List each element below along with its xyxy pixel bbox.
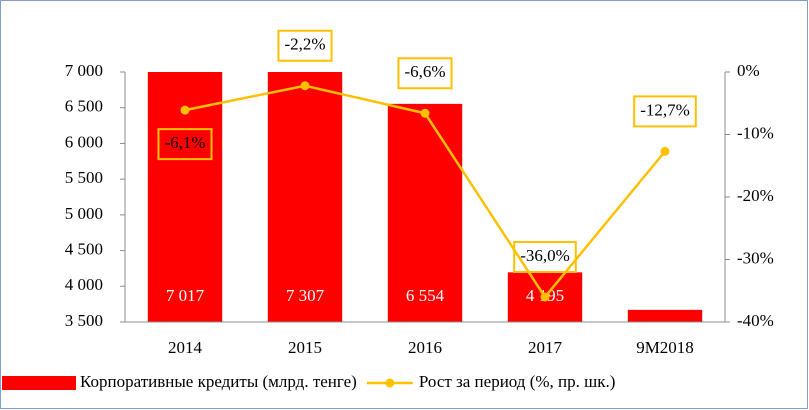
bar xyxy=(627,309,703,322)
data-label-box xyxy=(397,57,453,90)
line-marker xyxy=(540,292,550,302)
line-marker xyxy=(420,108,430,118)
legend-swatch xyxy=(2,376,76,390)
bar xyxy=(387,103,463,322)
legend-marker xyxy=(385,378,395,388)
y-tick-label: 3 500 xyxy=(65,311,103,330)
line-value-label: -2,2% xyxy=(284,35,325,54)
y2-tick-label: -20% xyxy=(737,186,774,205)
y-tick-label: 6 500 xyxy=(65,97,103,116)
y2-tick-label: -40% xyxy=(737,311,774,330)
y-tick-label: 5 000 xyxy=(65,204,103,223)
x-tick-label: 2015 xyxy=(288,338,322,357)
bar-value-label: 7 307 xyxy=(286,286,325,305)
line-value-label: -6,1% xyxy=(164,133,205,152)
y-tick-label: 7 000 xyxy=(65,61,103,80)
x-tick-label: 2017 xyxy=(528,338,563,357)
data-label-box xyxy=(513,241,577,273)
x-tick-label: 2014 xyxy=(168,338,203,357)
line-value-label: -6,6% xyxy=(404,62,445,81)
y2-tick-label: -30% xyxy=(737,248,774,267)
data-label-box xyxy=(633,95,697,128)
bar-value-label: 7 017 xyxy=(166,286,205,305)
data-label-box xyxy=(157,128,213,161)
line-value-label: -12,7% xyxy=(640,100,690,119)
y-tick-label: 4 000 xyxy=(65,275,103,294)
data-label-box xyxy=(277,29,333,62)
y-tick-label: 4 500 xyxy=(65,239,103,258)
y-tick-label: 5 500 xyxy=(65,168,103,187)
bar xyxy=(267,72,343,322)
x-tick-label: 2016 xyxy=(408,338,442,357)
line-value-label: -36,0% xyxy=(520,246,570,265)
bar-value-label: 6 554 xyxy=(406,286,445,305)
line-marker xyxy=(180,105,190,115)
y-tick-label: 6 000 xyxy=(65,132,103,151)
y2-tick-label: 0% xyxy=(737,61,760,80)
line-marker xyxy=(660,146,670,156)
legend-label: Корпоративные кредиты (млрд. тенге) xyxy=(80,372,357,391)
x-tick-label: 9M2018 xyxy=(636,338,694,357)
y2-tick-label: -10% xyxy=(737,123,774,142)
line-marker xyxy=(300,81,310,91)
legend-label: Рост за период (%, пр. шк.) xyxy=(419,372,616,391)
